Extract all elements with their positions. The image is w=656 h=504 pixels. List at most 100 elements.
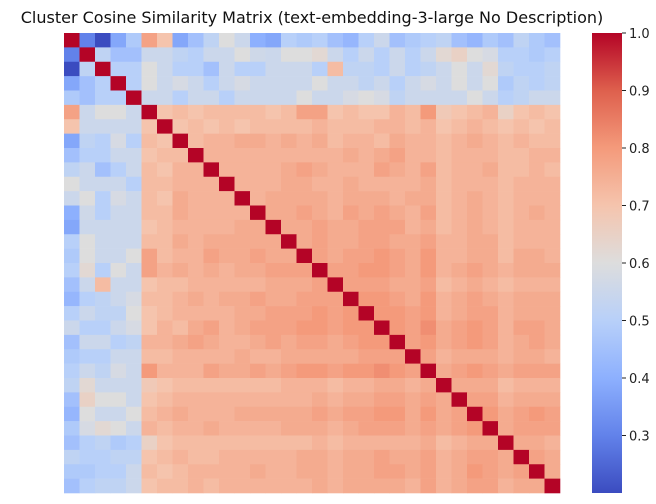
heatmap-cell xyxy=(126,464,142,479)
heatmap-cell xyxy=(95,176,111,192)
heatmap-cell xyxy=(498,320,514,336)
heatmap-cell xyxy=(265,406,282,422)
heatmap-cell xyxy=(420,277,437,293)
heatmap-cell xyxy=(250,176,266,192)
heatmap-cell xyxy=(141,349,158,364)
heatmap-cell xyxy=(141,392,158,408)
heatmap-cell xyxy=(95,378,111,393)
heatmap-cell xyxy=(451,306,468,321)
heatmap-cell xyxy=(250,306,266,321)
heatmap-cell xyxy=(95,449,111,465)
heatmap-cell xyxy=(312,349,328,364)
heatmap-cell xyxy=(498,464,514,479)
heatmap-cell xyxy=(188,392,204,408)
heatmap-cell xyxy=(265,133,282,149)
heatmap-cell xyxy=(219,349,235,364)
heatmap-cell xyxy=(529,205,545,221)
heatmap-cell xyxy=(110,33,127,48)
heatmap-cell xyxy=(219,248,235,264)
heatmap-cell xyxy=(203,464,220,479)
heatmap-cell xyxy=(95,219,111,235)
heatmap-cell xyxy=(327,104,344,120)
heatmap-cell xyxy=(203,162,220,178)
heatmap-cell xyxy=(219,191,235,206)
heatmap-cell xyxy=(327,119,344,134)
heatmap-cell xyxy=(451,191,468,206)
heatmap-cell xyxy=(467,263,483,278)
heatmap-cell xyxy=(234,334,251,350)
heatmap-cell xyxy=(281,406,297,422)
heatmap-cell xyxy=(172,378,189,393)
heatmap-cell xyxy=(467,248,483,264)
heatmap-cell xyxy=(281,363,297,379)
heatmap-cell xyxy=(157,176,173,192)
heatmap-cell xyxy=(482,162,499,178)
heatmap-cell xyxy=(420,104,437,120)
heatmap-cell xyxy=(64,349,80,364)
heatmap-cell xyxy=(498,61,514,77)
heatmap-cell xyxy=(141,248,158,264)
heatmap-cell xyxy=(95,90,111,106)
heatmap-cell xyxy=(420,378,437,393)
heatmap-cell xyxy=(389,219,406,235)
heatmap-cell xyxy=(544,421,561,436)
heatmap-cell xyxy=(281,263,297,278)
heatmap-cell xyxy=(157,90,173,106)
heatmap-cell xyxy=(141,320,158,336)
heatmap-cell xyxy=(436,406,452,422)
heatmap-cell xyxy=(250,277,266,293)
heatmap-cell xyxy=(141,421,158,436)
heatmap-cell xyxy=(482,133,499,149)
heatmap-cell xyxy=(79,291,96,307)
heatmap-cell xyxy=(250,378,266,393)
heatmap-cell xyxy=(405,320,421,336)
heatmap-cell xyxy=(420,61,437,77)
heatmap-cell xyxy=(296,363,313,379)
heatmap-cell xyxy=(64,61,80,77)
heatmap-cell xyxy=(374,291,390,307)
heatmap-cell xyxy=(327,33,344,48)
heatmap-cell xyxy=(498,306,514,321)
heatmap-cell xyxy=(296,277,313,293)
heatmap-cell xyxy=(513,205,530,221)
heatmap-cell xyxy=(126,104,142,120)
heatmap-cell xyxy=(265,219,282,235)
heatmap-cell xyxy=(126,306,142,321)
heatmap-cell xyxy=(327,76,344,91)
heatmap-cell xyxy=(544,306,561,321)
heatmap-cell xyxy=(312,47,328,63)
heatmap-cell xyxy=(358,205,375,221)
colorbar-tick-label: 0.8 xyxy=(629,142,650,157)
heatmap-cell xyxy=(79,392,96,408)
heatmap-cell xyxy=(374,76,390,91)
heatmap-cell xyxy=(312,449,328,465)
heatmap-cell xyxy=(482,421,499,436)
heatmap-cell xyxy=(79,119,96,134)
heatmap-cell xyxy=(389,263,406,278)
heatmap-cell xyxy=(389,162,406,178)
heatmap-cell xyxy=(343,205,359,221)
heatmap-cell xyxy=(79,219,96,235)
heatmap-cell xyxy=(420,478,437,494)
heatmap-cell xyxy=(79,47,96,63)
heatmap-cell xyxy=(312,334,328,350)
heatmap-cell xyxy=(110,119,127,134)
heatmap-cell xyxy=(498,133,514,149)
heatmap-cell xyxy=(482,334,499,350)
chart-title: Cluster Cosine Similarity Matrix (text-e… xyxy=(21,8,604,27)
heatmap-cell xyxy=(389,363,406,379)
heatmap-cell xyxy=(436,378,452,393)
heatmap-cell xyxy=(451,435,468,451)
heatmap-cell xyxy=(358,133,375,149)
heatmap-cell xyxy=(234,306,251,321)
heatmap-cell xyxy=(529,378,545,393)
heatmap-cell xyxy=(64,392,80,408)
heatmap-cell xyxy=(327,148,344,163)
heatmap-cell xyxy=(420,248,437,264)
heatmap-cell xyxy=(79,133,96,149)
heatmap-cell xyxy=(172,248,189,264)
heatmap-cell xyxy=(482,119,499,134)
heatmap-cell xyxy=(95,119,111,134)
heatmap-cell xyxy=(281,90,297,106)
heatmap-cell xyxy=(188,478,204,494)
